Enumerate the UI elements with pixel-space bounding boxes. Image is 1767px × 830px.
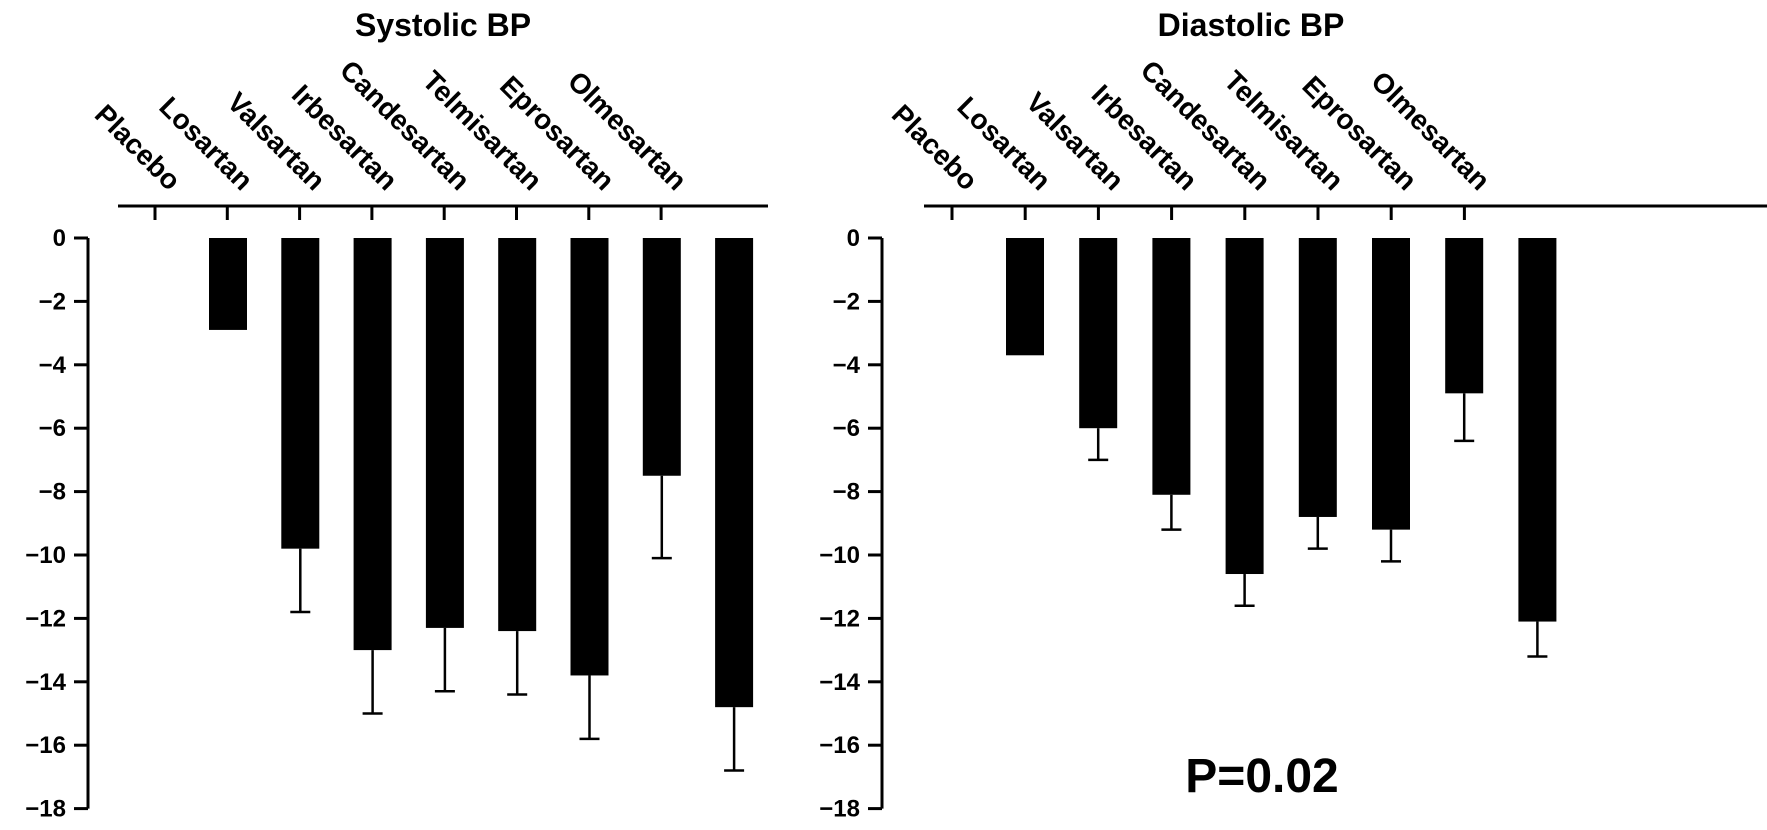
bar — [209, 238, 247, 330]
y-tick-label: −4 — [833, 352, 861, 379]
chart-title: Systolic BP — [355, 7, 531, 43]
bar — [715, 238, 754, 708]
y-tick-label: −16 — [25, 732, 66, 759]
bar — [1079, 238, 1118, 429]
y-tick-label: −12 — [25, 605, 66, 632]
bar — [353, 238, 392, 651]
y-tick-label: −18 — [25, 796, 66, 823]
y-tick-label: −14 — [25, 669, 66, 696]
chart-title: Diastolic BP — [1158, 7, 1345, 43]
y-tick-label: 0 — [53, 225, 66, 252]
bar — [1225, 238, 1264, 575]
chart-panel-diastolic: Diastolic BPPlaceboLosartanValsartanIrbe… — [819, 7, 1767, 823]
bar — [1445, 238, 1484, 394]
y-tick-label: −2 — [39, 288, 66, 315]
y-tick-label: −2 — [833, 288, 860, 315]
y-tick-label: −12 — [819, 605, 860, 632]
y-tick-label: −16 — [819, 732, 860, 759]
bar — [1006, 238, 1044, 356]
bar — [1372, 238, 1410, 530]
p-value-annotation: P=0.02 — [1185, 750, 1338, 803]
y-tick-label: −4 — [39, 352, 67, 379]
bar — [498, 238, 537, 632]
bar — [425, 238, 464, 628]
y-tick-label: −10 — [819, 542, 860, 569]
x-tick-label: Candesartan — [1135, 54, 1277, 196]
chart-panel-systolic: Systolic BPPlaceboLosartanValsartanIrbes… — [25, 7, 768, 823]
y-tick-label: 0 — [847, 225, 860, 252]
bar — [570, 238, 609, 676]
y-tick-label: −14 — [819, 669, 860, 696]
bar — [642, 238, 681, 476]
bar — [281, 238, 320, 549]
bar — [1518, 238, 1557, 622]
bar — [1298, 238, 1337, 517]
y-tick-label: −8 — [39, 479, 66, 506]
y-tick-label: −10 — [25, 542, 66, 569]
y-tick-label: −6 — [833, 415, 860, 442]
y-tick-label: −18 — [819, 796, 860, 823]
bar — [1152, 238, 1191, 495]
y-tick-label: −8 — [833, 479, 860, 506]
y-tick-label: −6 — [39, 415, 66, 442]
